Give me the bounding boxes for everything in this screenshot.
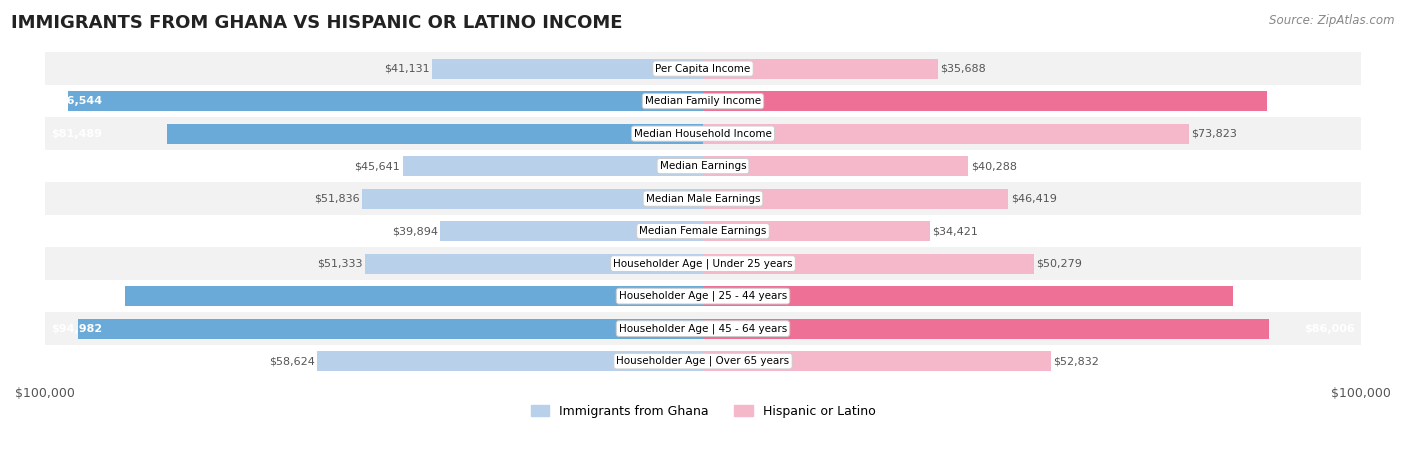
Bar: [440, 221, 703, 241]
Text: $41,131: $41,131: [384, 64, 430, 74]
Bar: [45, 280, 1361, 312]
Text: $50,279: $50,279: [1036, 259, 1083, 269]
Text: $52,832: $52,832: [1053, 356, 1099, 366]
Text: Median Household Income: Median Household Income: [634, 128, 772, 139]
Bar: [45, 117, 1361, 150]
Bar: [45, 182, 1361, 215]
Text: $34,421: $34,421: [932, 226, 979, 236]
Bar: [318, 351, 703, 371]
Bar: [361, 189, 703, 209]
Text: $45,641: $45,641: [354, 161, 401, 171]
Bar: [703, 351, 1050, 371]
Bar: [45, 345, 1361, 377]
Text: $73,823: $73,823: [1191, 128, 1237, 139]
Bar: [77, 318, 703, 339]
Text: IMMIGRANTS FROM GHANA VS HISPANIC OR LATINO INCOME: IMMIGRANTS FROM GHANA VS HISPANIC OR LAT…: [11, 14, 623, 32]
Text: $81,489: $81,489: [52, 128, 103, 139]
Text: Median Earnings: Median Earnings: [659, 161, 747, 171]
Text: Per Capita Income: Per Capita Income: [655, 64, 751, 74]
Text: $86,006: $86,006: [1303, 324, 1354, 333]
Text: Median Female Earnings: Median Female Earnings: [640, 226, 766, 236]
Text: $85,647: $85,647: [1303, 96, 1354, 106]
Bar: [45, 215, 1361, 248]
Text: $39,894: $39,894: [392, 226, 437, 236]
Text: Householder Age | 45 - 64 years: Householder Age | 45 - 64 years: [619, 323, 787, 334]
Text: $51,333: $51,333: [318, 259, 363, 269]
Bar: [45, 248, 1361, 280]
Bar: [45, 52, 1361, 85]
Text: Householder Age | Over 65 years: Householder Age | Over 65 years: [616, 356, 790, 367]
Bar: [45, 312, 1361, 345]
Bar: [703, 254, 1033, 274]
Bar: [703, 286, 1233, 306]
Bar: [703, 221, 929, 241]
Bar: [703, 91, 1267, 111]
Text: $87,760: $87,760: [52, 291, 103, 301]
Text: Median Family Income: Median Family Income: [645, 96, 761, 106]
Bar: [703, 124, 1189, 144]
Text: $80,515: $80,515: [1305, 291, 1354, 301]
Bar: [67, 91, 703, 111]
Legend: Immigrants from Ghana, Hispanic or Latino: Immigrants from Ghana, Hispanic or Latin…: [526, 400, 880, 423]
Text: $94,982: $94,982: [52, 324, 103, 333]
Bar: [703, 156, 969, 176]
Text: $40,288: $40,288: [970, 161, 1017, 171]
Text: $58,624: $58,624: [269, 356, 315, 366]
Bar: [45, 150, 1361, 182]
Bar: [402, 156, 703, 176]
Text: Source: ZipAtlas.com: Source: ZipAtlas.com: [1270, 14, 1395, 27]
Bar: [366, 254, 703, 274]
Text: $51,836: $51,836: [314, 194, 360, 204]
Text: Median Male Earnings: Median Male Earnings: [645, 194, 761, 204]
Bar: [125, 286, 703, 306]
Bar: [703, 318, 1270, 339]
Bar: [45, 85, 1361, 117]
Text: Householder Age | 25 - 44 years: Householder Age | 25 - 44 years: [619, 291, 787, 301]
Text: $46,419: $46,419: [1011, 194, 1057, 204]
Bar: [703, 58, 938, 78]
Bar: [432, 58, 703, 78]
Bar: [703, 189, 1008, 209]
Text: $35,688: $35,688: [941, 64, 986, 74]
Text: Householder Age | Under 25 years: Householder Age | Under 25 years: [613, 258, 793, 269]
Text: $96,544: $96,544: [52, 96, 103, 106]
Bar: [167, 124, 703, 144]
